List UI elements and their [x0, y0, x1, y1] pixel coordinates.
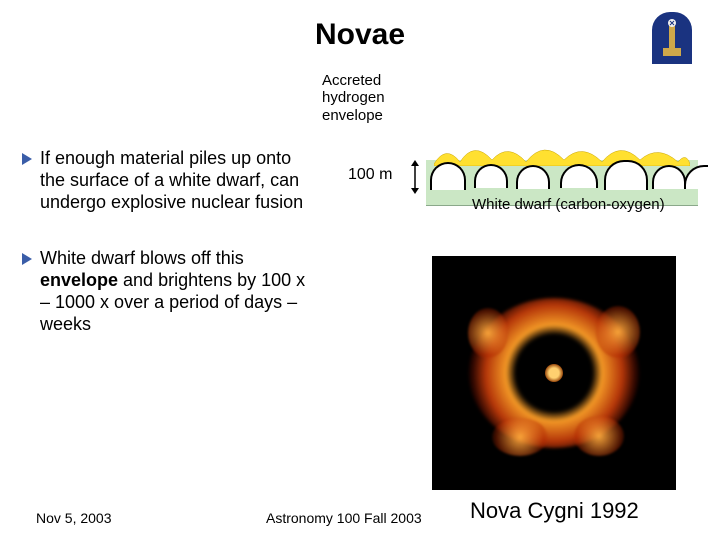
nova-caption: Nova Cygni 1992 [470, 498, 639, 524]
nova-image [432, 256, 676, 490]
bullet-2-text: White dwarf blows off this envelope and … [40, 248, 314, 336]
footer-course: Astronomy 100 Fall 2003 [266, 510, 422, 526]
white-dwarf-caption: White dwarf (carbon-oxygen) [472, 196, 665, 213]
page-title: Novae [0, 0, 720, 52]
accreted-label: Accreted hydrogen envelope [322, 72, 385, 124]
nova-lobe [468, 308, 508, 358]
bullet-list: If enough material piles up onto the sur… [22, 148, 314, 370]
bullet-arrow-icon [22, 153, 36, 165]
nova-core [545, 364, 563, 382]
height-arrow-icon [409, 160, 421, 192]
white-dwarf-diagram: 100 m White dwarf (carbon-oxygen) [346, 148, 698, 226]
accreted-l1: Accreted [322, 72, 381, 89]
flame-icon [434, 142, 690, 166]
accreted-l2: hydrogen [322, 89, 385, 106]
blob-5 [604, 160, 648, 190]
institution-logo [652, 12, 692, 64]
bullet-2-a: White dwarf blows off this [40, 248, 244, 268]
bullet-2-env: envelope [40, 270, 118, 290]
accreted-l3: envelope [322, 107, 383, 124]
blob-1 [430, 162, 466, 190]
bullet-2: White dwarf blows off this envelope and … [22, 248, 314, 336]
bullet-arrow-icon [22, 253, 36, 265]
bullet-1: If enough material piles up onto the sur… [22, 148, 314, 214]
footer-date: Nov 5, 2003 [36, 510, 112, 526]
nova-lobe [492, 418, 548, 456]
nova-lobe [596, 306, 640, 358]
nova-lobe [574, 416, 624, 456]
height-label: 100 m [348, 166, 392, 184]
bullet-1-text: If enough material piles up onto the sur… [40, 148, 314, 214]
